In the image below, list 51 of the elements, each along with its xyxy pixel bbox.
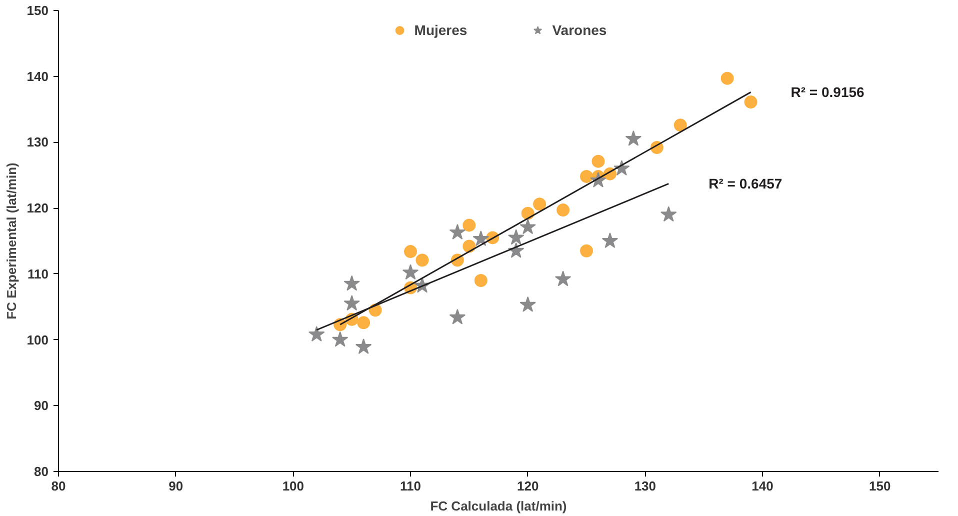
legend-label: Mujeres [414, 22, 468, 38]
x-tick-label: 140 [752, 478, 774, 494]
point [533, 198, 546, 211]
point [520, 218, 536, 234]
point [332, 331, 348, 347]
point [357, 316, 370, 330]
point [602, 232, 618, 248]
y-tick-label: 140 [26, 68, 49, 84]
y-tick-label: 120 [26, 200, 49, 216]
y-tick-label: 130 [26, 134, 49, 150]
point [344, 295, 360, 311]
point [402, 264, 419, 280]
point [449, 224, 466, 240]
point [344, 275, 360, 291]
point [592, 154, 605, 168]
y-tick-label: 80 [34, 464, 49, 479]
y-tick-label: 100 [26, 332, 49, 348]
y-tick-label: 150 [26, 3, 49, 18]
y-tick-label: 90 [34, 398, 49, 414]
point [554, 270, 572, 286]
point [660, 206, 677, 222]
point [580, 170, 593, 183]
point [580, 244, 593, 258]
x-axis-title: FC Calculada (lat/min) [430, 498, 567, 514]
legend-label: Varones [552, 22, 607, 38]
point [416, 254, 429, 267]
x-tick-label: 80 [51, 478, 66, 494]
point [474, 274, 488, 287]
point [355, 338, 372, 354]
point [308, 326, 325, 342]
x-tick-label: 100 [282, 478, 304, 494]
point [462, 218, 476, 232]
point [472, 230, 490, 246]
point [520, 296, 536, 312]
point [404, 245, 417, 258]
x-tick-label: 130 [634, 478, 656, 494]
point [508, 229, 524, 245]
point [674, 118, 687, 132]
point [449, 308, 466, 324]
point [556, 204, 570, 217]
annotation: R² = 0.6457 [708, 176, 782, 192]
annotation: R² = 0.9156 [790, 84, 865, 100]
x-tick-label: 120 [516, 478, 539, 494]
x-tick-label: 150 [868, 478, 891, 494]
point [720, 72, 734, 85]
x-tick-label: 90 [168, 478, 184, 494]
y-tick-label: 110 [28, 266, 49, 282]
y-axis-title: FC Experimental (lat/min) [4, 162, 19, 320]
x-tick-label: 110 [400, 478, 421, 494]
point [744, 96, 758, 109]
point [625, 130, 642, 146]
